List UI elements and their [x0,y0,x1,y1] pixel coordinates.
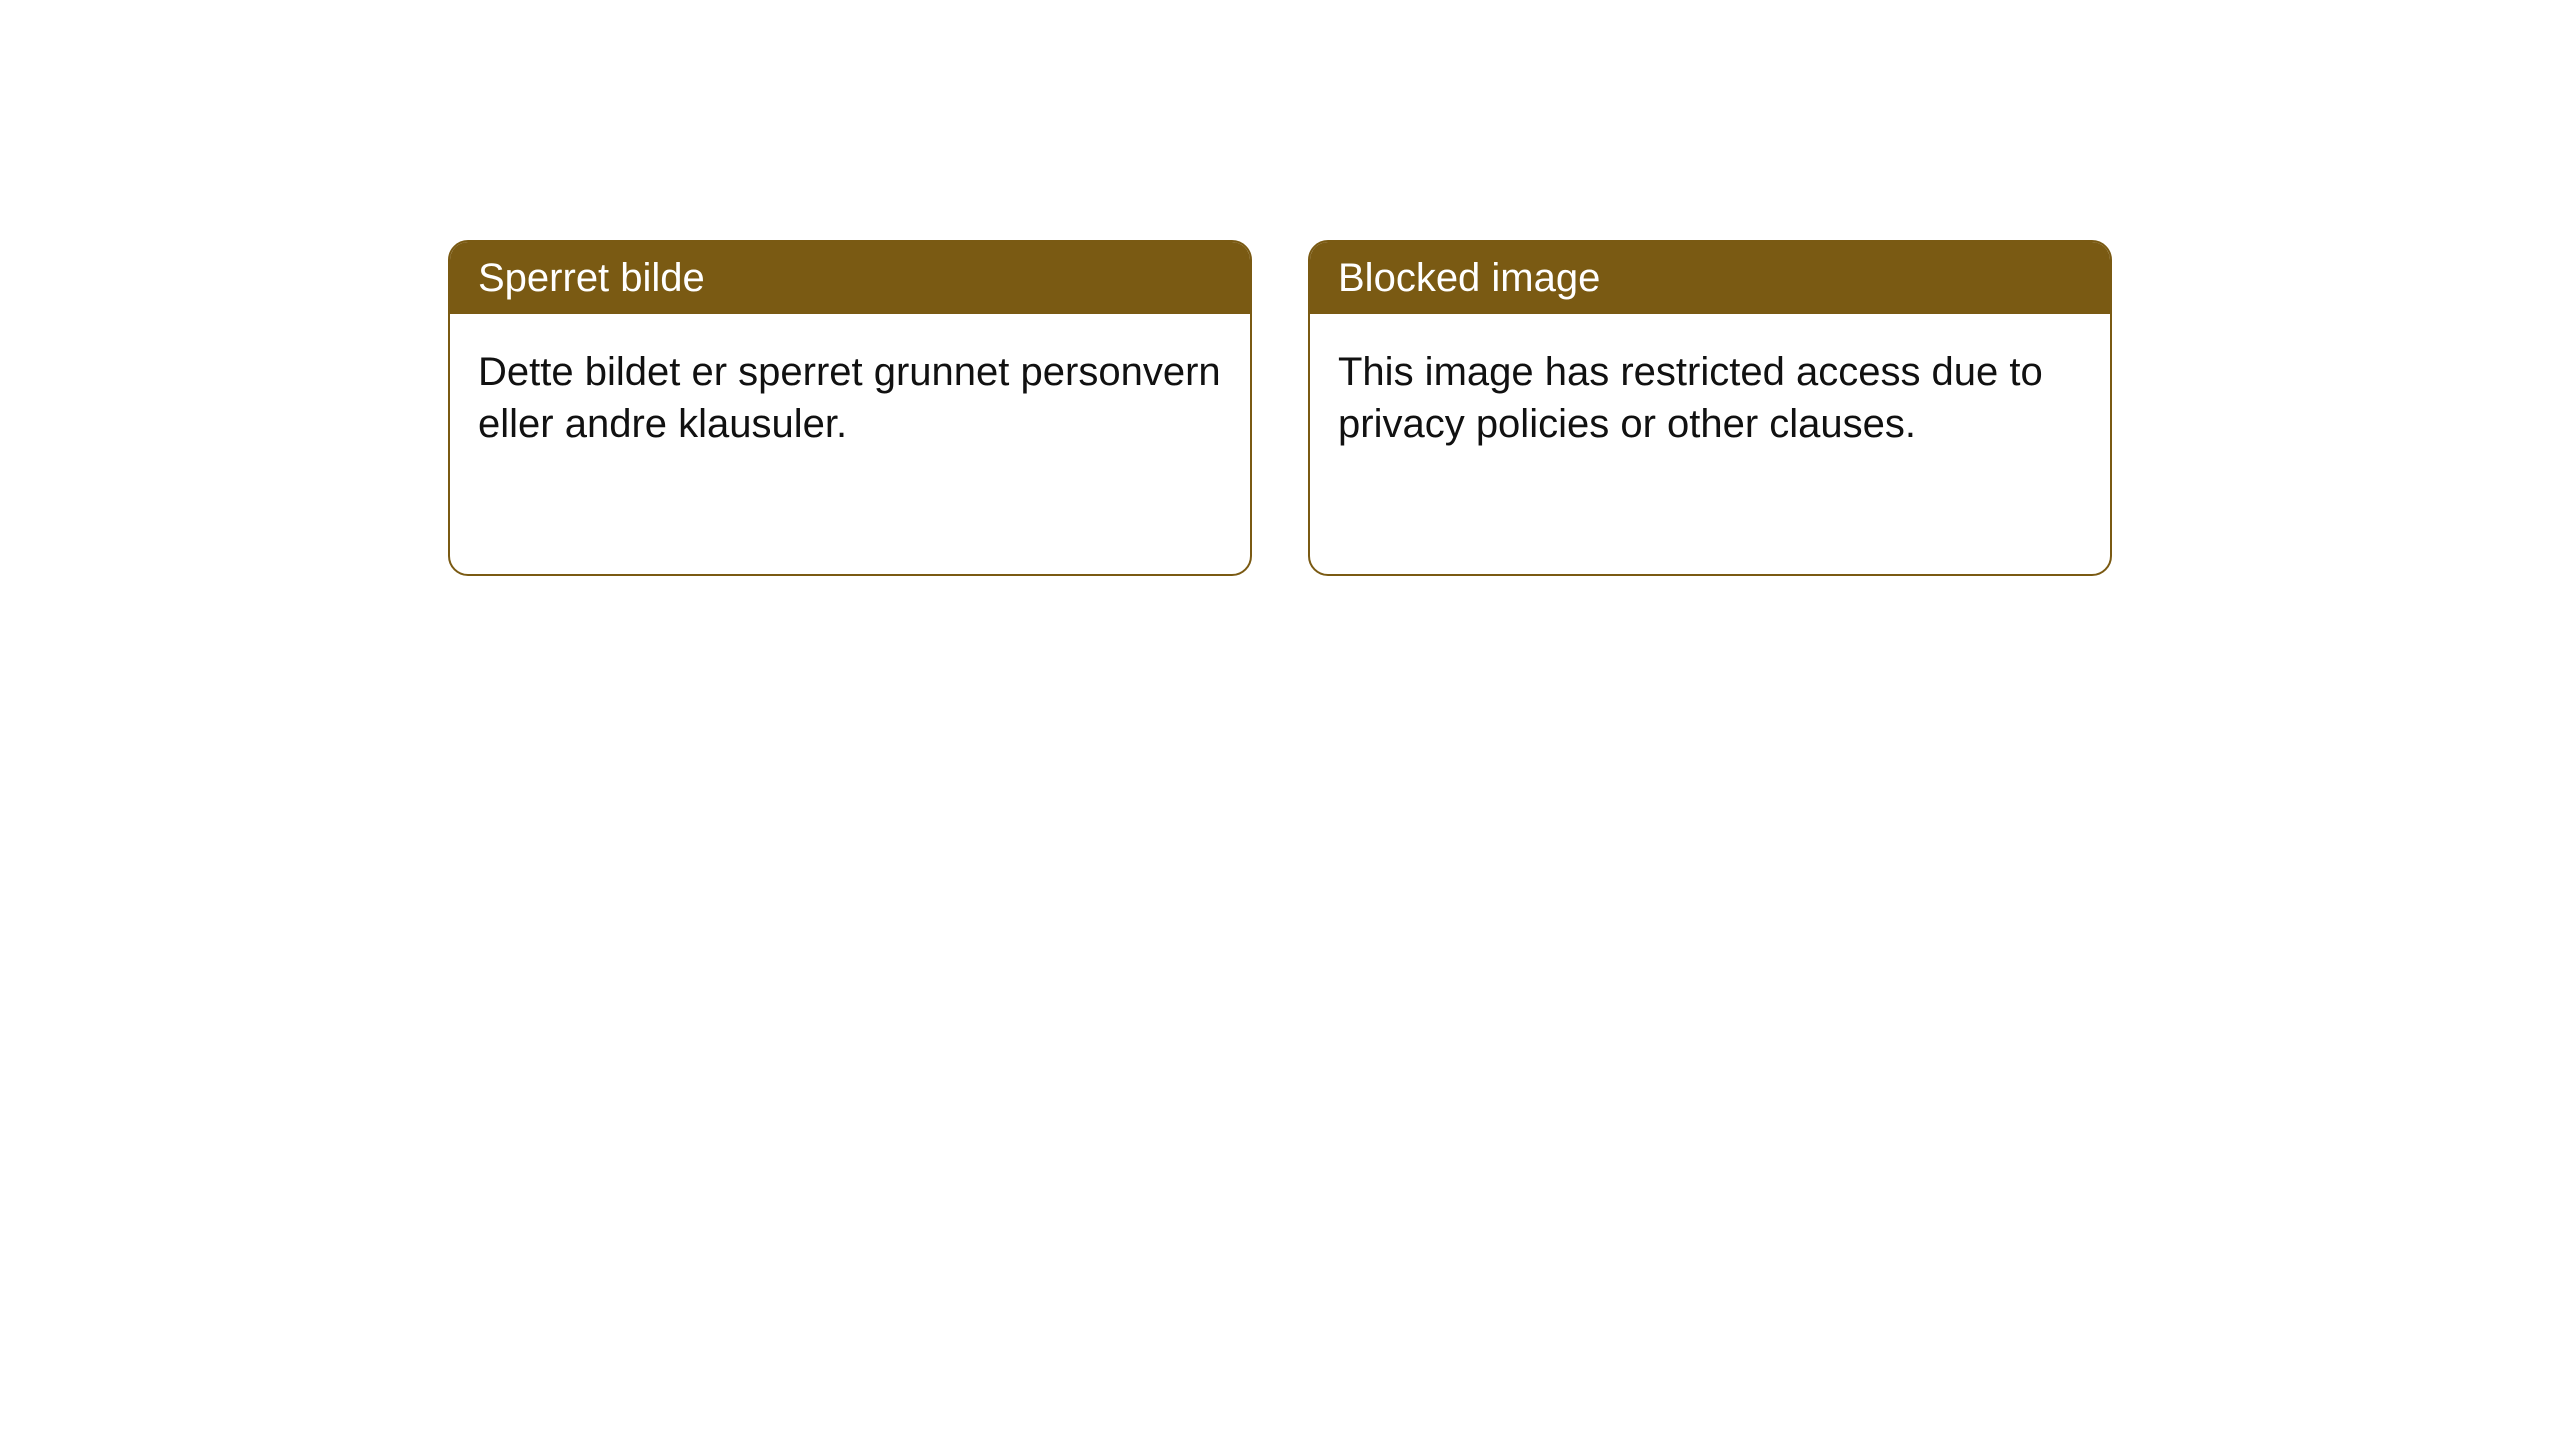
notice-card-body: Dette bildet er sperret grunnet personve… [450,314,1250,482]
notice-card-en: Blocked image This image has restricted … [1308,240,2112,576]
notice-cards-row: Sperret bilde Dette bildet er sperret gr… [448,240,2112,576]
notice-card-title: Blocked image [1310,242,2110,314]
notice-card-no: Sperret bilde Dette bildet er sperret gr… [448,240,1252,576]
notice-card-body: This image has restricted access due to … [1310,314,2110,482]
notice-card-title: Sperret bilde [450,242,1250,314]
